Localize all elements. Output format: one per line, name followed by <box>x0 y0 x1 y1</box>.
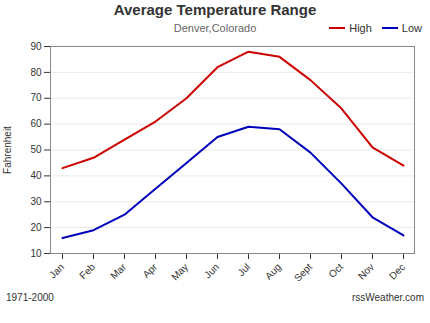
svg-text:Nov: Nov <box>356 261 376 281</box>
svg-text:90: 90 <box>30 41 42 52</box>
svg-text:Feb: Feb <box>77 261 97 281</box>
svg-text:70: 70 <box>30 92 42 103</box>
svg-text:Apr: Apr <box>140 261 159 280</box>
svg-text:Fahrenheit: Fahrenheit <box>2 126 13 174</box>
svg-text:30: 30 <box>30 196 42 207</box>
svg-text:50: 50 <box>30 144 42 155</box>
svg-text:Sept: Sept <box>292 261 314 283</box>
svg-text:Jun: Jun <box>202 261 221 280</box>
html-text:High: High <box>349 21 372 34</box>
svg-text:Jul: Jul <box>235 261 252 278</box>
html-text:Average Temperature Range: Average Temperature Range <box>113 1 317 18</box>
svg-text:80: 80 <box>30 67 42 78</box>
svg-text:60: 60 <box>30 118 42 129</box>
svg-text:Oct: Oct <box>326 261 345 280</box>
svg-text:Aug: Aug <box>263 261 283 281</box>
svg-text:May: May <box>169 261 190 282</box>
svg-text:20: 20 <box>30 222 42 233</box>
svg-text:40: 40 <box>30 170 42 181</box>
html-text:rssWeather.com: rssWeather.com <box>351 292 424 303</box>
svg-text:Mar: Mar <box>108 261 128 281</box>
svg-text:Dec: Dec <box>387 261 407 281</box>
svg-text:10: 10 <box>30 248 42 259</box>
svg-text:Jan: Jan <box>47 261 66 280</box>
html-text:1971-2000: 1971-2000 <box>6 292 54 303</box>
html-text:Low: Low <box>401 21 422 34</box>
html-text:Denver,Colorado: Denver,Colorado <box>173 21 257 34</box>
